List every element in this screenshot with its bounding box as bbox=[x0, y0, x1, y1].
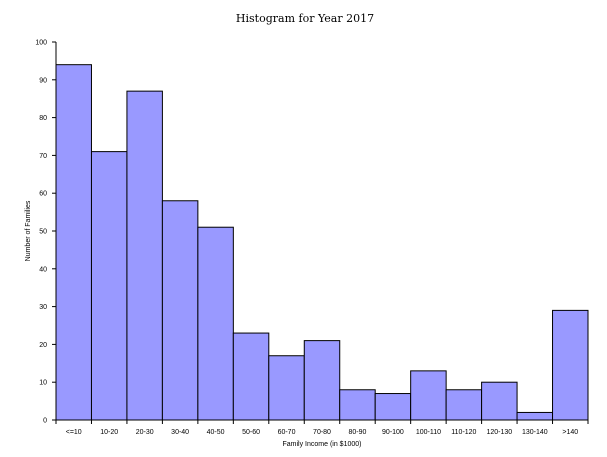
bar-<=10 bbox=[55, 64, 92, 421]
y-axis: 0 10 20 30 40 50 60 70 80 90 100 bbox=[35, 40, 57, 425]
bar-60-70 bbox=[268, 355, 305, 421]
bar-100-110 bbox=[410, 370, 447, 421]
y-tick-label: 50 bbox=[39, 229, 47, 236]
bar-30-40 bbox=[161, 200, 199, 421]
y-tick-label: 80 bbox=[39, 115, 47, 122]
y-tick-label: 40 bbox=[39, 266, 47, 273]
x-axis-label: Family Income (in $1000) bbox=[283, 441, 362, 448]
x-tick-label: 80-90 bbox=[349, 429, 367, 436]
x-tick-label: 40-50 bbox=[207, 429, 225, 436]
bar-50-60 bbox=[232, 332, 270, 421]
x-tick-label: >140 bbox=[562, 429, 578, 436]
y-tick-label: 90 bbox=[39, 77, 47, 84]
bars-group bbox=[55, 64, 589, 421]
x-tick-label: 30-40 bbox=[171, 429, 189, 436]
x-tick-label: 50-60 bbox=[242, 429, 260, 436]
y-tick-label: 100 bbox=[35, 40, 47, 47]
x-tick-label: 90-100 bbox=[382, 429, 404, 436]
y-tick-label: 0 bbox=[43, 418, 47, 425]
x-tick-label: 70-80 bbox=[313, 429, 331, 436]
bar-130-140 bbox=[516, 411, 554, 421]
bar-40-50 bbox=[197, 226, 234, 421]
x-tick-label: <=10 bbox=[66, 429, 82, 436]
y-tick-label: 10 bbox=[39, 380, 47, 387]
y-tick-label: 20 bbox=[39, 342, 47, 349]
bar->140 bbox=[552, 309, 589, 421]
x-axis: <=10 10-20 20-30 30-40 40-50 50-60 60-70 70-80 8… bbox=[55, 419, 589, 436]
bar-110-120 bbox=[445, 389, 483, 421]
bar-70-80 bbox=[303, 340, 341, 421]
bar-80-90 bbox=[339, 389, 376, 421]
x-tick-label: 20-30 bbox=[136, 429, 154, 436]
bar-10-20 bbox=[90, 151, 128, 421]
y-tick-label: 70 bbox=[39, 153, 47, 160]
y-tick-label: 60 bbox=[39, 191, 47, 198]
x-tick-label: 100-110 bbox=[416, 429, 441, 436]
x-tick-label: 10-20 bbox=[100, 429, 118, 436]
y-tick-label: 30 bbox=[39, 304, 47, 311]
x-tick-label: 60-70 bbox=[278, 429, 296, 436]
x-tick-label: 110-120 bbox=[451, 429, 476, 436]
x-tick-label: 130-140 bbox=[522, 429, 548, 436]
x-tick-label: 120-130 bbox=[486, 429, 512, 436]
bar-90-100 bbox=[374, 393, 412, 421]
chart-title: Histogram for Year 2017 bbox=[236, 12, 374, 25]
bar-20-30 bbox=[126, 90, 163, 421]
y-axis-label: Number of Families bbox=[25, 200, 32, 261]
bar-120-130 bbox=[481, 381, 518, 421]
